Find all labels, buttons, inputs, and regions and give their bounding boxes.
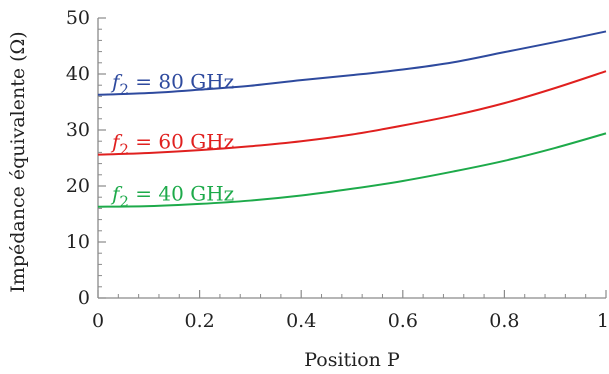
series-label-0: f2 = 80 GHz [110, 70, 234, 99]
series-label-value: = 60 GHz [129, 130, 234, 154]
x-tick-label: 1 [597, 310, 609, 332]
y-tick-label: 10 [66, 231, 90, 253]
series-label-value: = 80 GHz [129, 70, 234, 94]
series-label-2: f2 = 40 GHz [110, 182, 234, 211]
series-line-1 [97, 70, 607, 156]
x-axis-label: Position P [304, 349, 400, 371]
series-lines [97, 30, 607, 208]
y-axis-label: Impédance équivalente (Ω) [7, 31, 29, 292]
y-tick-label: 40 [66, 63, 90, 85]
series-line-0 [97, 30, 607, 96]
series-label-subscript: 2 [119, 141, 129, 159]
x-tick-label: 0.6 [388, 310, 418, 332]
y-tick-label: 20 [66, 175, 90, 197]
y-tick-label: 30 [66, 119, 90, 141]
y-tick-label: 0 [78, 287, 90, 309]
series-label-1: f2 = 60 GHz [110, 130, 234, 159]
x-tick-label: 0 [92, 310, 104, 332]
series-label-subscript: 2 [119, 81, 129, 99]
axes: 0 10 20 30 40 50 0 0.2 0.4 0.6 0.8 1 [66, 7, 609, 332]
series-labels: f2 = 80 GHz f2 = 60 GHz f2 = 40 GHz [110, 70, 234, 211]
y-tick-label: 50 [66, 7, 90, 29]
series-label-value: = 40 GHz [129, 182, 234, 206]
x-tick-label: 0.8 [489, 310, 519, 332]
series-line-2 [97, 132, 607, 208]
series-label-subscript: 2 [119, 193, 129, 211]
x-tick-label: 0.4 [286, 310, 316, 332]
x-tick-label: 0.2 [184, 310, 214, 332]
